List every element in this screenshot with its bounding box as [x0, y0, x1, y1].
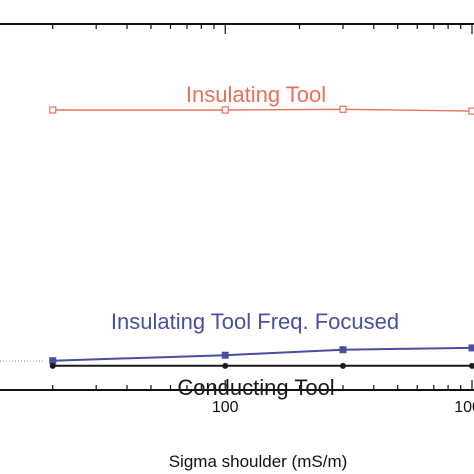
data-point	[222, 362, 229, 369]
data-point	[339, 105, 347, 113]
series-group	[49, 105, 474, 369]
data-point	[339, 346, 347, 354]
series-labels: Insulating Tool Insulating Tool Freq. Foc…	[111, 82, 399, 400]
data-point	[469, 362, 474, 369]
series-line	[52, 108, 473, 112]
series-line	[52, 346, 473, 362]
series-label: Insulating Tool	[186, 82, 326, 107]
x-tick-label: 1000	[454, 399, 474, 416]
x-axis-label: Sigma shoulder (mS/m)	[169, 452, 348, 471]
data-point	[221, 351, 229, 359]
x-tick-label: 100	[212, 399, 239, 416]
data-point	[468, 107, 474, 115]
data-point	[468, 344, 474, 352]
plot-frame	[0, 23, 474, 391]
data-point	[221, 106, 229, 114]
series-label: Insulating Tool Freq. Focused	[111, 309, 399, 334]
data-point	[339, 362, 346, 369]
series-label: Conducting Tool	[177, 375, 334, 400]
data-point	[49, 357, 57, 365]
x-axis-ticks	[52, 24, 473, 390]
data-point	[49, 362, 56, 369]
data-point	[49, 106, 57, 114]
x-axis-tick-labels: 100 1000	[212, 399, 474, 416]
